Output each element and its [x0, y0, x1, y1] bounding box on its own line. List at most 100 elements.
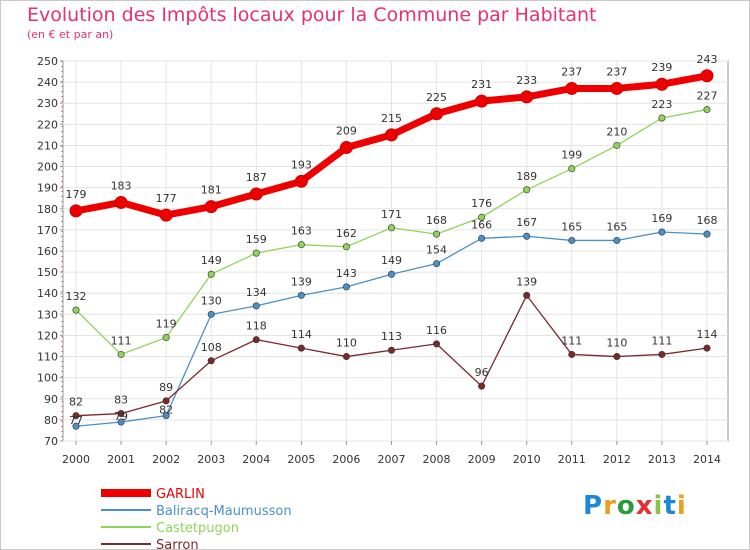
data-point	[523, 186, 531, 194]
data-label: 210	[606, 125, 627, 138]
data-point	[387, 270, 395, 278]
x-tick-label: 2001	[107, 453, 135, 466]
data-label: 189	[516, 170, 537, 183]
y-tick-label: 220	[37, 118, 58, 131]
data-point	[297, 291, 305, 299]
data-point	[159, 208, 173, 222]
x-tick-label: 2011	[558, 453, 586, 466]
x-tick-label: 2007	[377, 453, 405, 466]
data-point	[297, 344, 305, 352]
data-point	[658, 228, 666, 236]
logo-letter: x	[635, 491, 654, 521]
data-label: 171	[381, 208, 402, 221]
data-point	[342, 283, 350, 291]
x-tick-label: 2008	[423, 453, 451, 466]
data-label: 111	[651, 334, 672, 347]
data-point	[613, 236, 621, 244]
data-point	[565, 81, 579, 95]
data-label: 215	[381, 112, 402, 125]
data-point	[433, 340, 441, 348]
x-tick-label: 2012	[603, 453, 631, 466]
data-label: 139	[291, 275, 312, 288]
data-point	[72, 306, 80, 314]
data-label: 149	[201, 254, 222, 267]
data-label: 132	[66, 290, 87, 303]
data-label: 79	[114, 410, 128, 423]
x-tick-label: 2004	[242, 453, 270, 466]
data-label: 162	[336, 227, 357, 240]
logo-letter: i	[676, 491, 687, 521]
data-label: 237	[561, 65, 582, 78]
y-tick-label: 110	[37, 351, 58, 364]
data-label: 239	[651, 61, 672, 74]
data-label: 169	[651, 212, 672, 225]
data-label: 118	[246, 320, 267, 333]
legend-label: Baliracq-Maumusson	[156, 504, 292, 519]
y-tick-label: 190	[37, 182, 58, 195]
data-point	[387, 224, 395, 232]
data-point	[117, 418, 125, 426]
data-point	[703, 344, 711, 352]
data-label: 114	[696, 328, 717, 341]
data-label: 168	[426, 214, 447, 227]
data-point	[114, 195, 128, 209]
data-label: 181	[201, 184, 222, 197]
x-tick-label: 2014	[693, 453, 721, 466]
data-point	[433, 260, 441, 268]
data-point	[568, 236, 576, 244]
x-tick-label: 2006	[332, 453, 360, 466]
data-point	[520, 90, 534, 104]
data-point	[478, 213, 486, 221]
data-point	[162, 412, 170, 420]
data-label: 111	[561, 334, 582, 347]
x-tick-label: 2000	[62, 453, 90, 466]
data-point	[117, 410, 125, 418]
y-tick-label: 240	[37, 76, 58, 89]
data-point	[475, 94, 489, 108]
data-point	[117, 350, 125, 358]
data-point	[72, 422, 80, 430]
data-point	[207, 270, 215, 278]
data-point	[478, 382, 486, 390]
data-point	[613, 141, 621, 149]
data-label: 89	[159, 381, 173, 394]
chart-subtitle: (en € et par an)	[27, 28, 114, 41]
data-label: 111	[111, 334, 132, 347]
data-label: 227	[696, 90, 717, 103]
data-label: 154	[426, 244, 447, 257]
data-point	[207, 310, 215, 318]
data-label: 166	[471, 218, 492, 231]
legend-label: Sarron	[156, 538, 199, 549]
data-label: 176	[471, 197, 492, 210]
x-tick-label: 2005	[287, 453, 315, 466]
data-label: 231	[471, 78, 492, 91]
data-point	[339, 141, 353, 155]
logo-letter: t	[663, 491, 677, 521]
data-label: 168	[696, 214, 717, 227]
data-label: 119	[156, 318, 177, 331]
data-label: 165	[606, 220, 627, 233]
y-tick-label: 70	[44, 435, 58, 448]
data-label: 108	[201, 341, 222, 354]
y-tick-label: 80	[44, 414, 58, 427]
y-tick-label: 140	[37, 287, 58, 300]
data-point	[613, 353, 621, 361]
data-label: 167	[516, 216, 537, 229]
data-label: 83	[114, 394, 128, 407]
data-point	[523, 291, 531, 299]
y-tick-label: 150	[37, 266, 58, 279]
x-tick-label: 2010	[513, 453, 541, 466]
data-label: 114	[291, 328, 312, 341]
data-point	[610, 81, 624, 95]
legend-label: GARLIN	[156, 487, 205, 502]
data-point	[342, 243, 350, 251]
data-point	[252, 302, 260, 310]
logo-letter: r	[603, 491, 617, 521]
data-point	[162, 334, 170, 342]
data-label: 199	[561, 149, 582, 162]
data-label: 163	[291, 225, 312, 238]
data-label: 130	[201, 294, 222, 307]
data-label: 237	[606, 65, 627, 78]
